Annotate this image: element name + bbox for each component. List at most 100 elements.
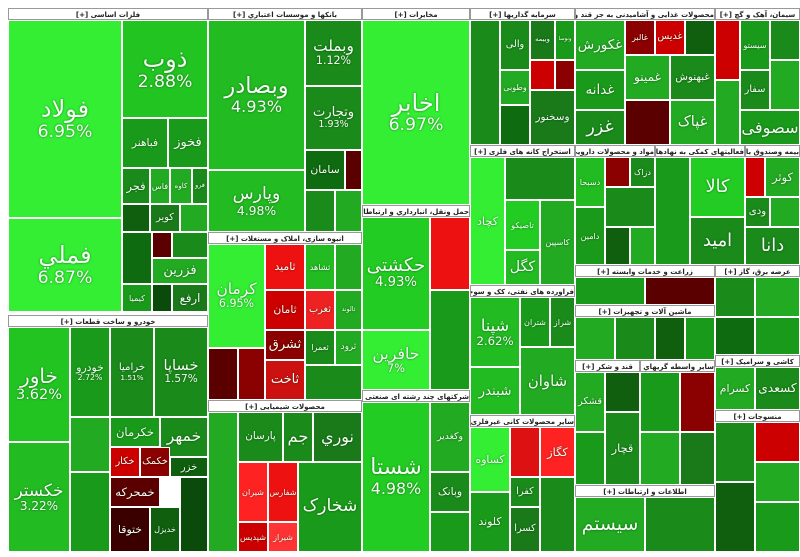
tile[interactable]	[745, 157, 765, 197]
tile[interactable]	[510, 427, 540, 477]
sector-title[interactable]: اطلاعات و ارتباطات [+]	[575, 485, 715, 497]
sector-title[interactable]: منسوجات [+]	[715, 410, 800, 422]
tile[interactable]	[680, 432, 715, 485]
tile[interactable]: کویر	[150, 204, 180, 232]
tile[interactable]	[430, 217, 470, 290]
tile[interactable]: شپنا 2.62%	[470, 297, 520, 367]
tile[interactable]	[615, 317, 655, 360]
sector-title[interactable]: محصولات غذایی و آشامیدنی به جز قند و شکر…	[575, 8, 715, 20]
tile[interactable]: سیستو	[740, 20, 770, 70]
tile[interactable]	[152, 284, 172, 312]
tile[interactable]	[715, 80, 740, 145]
tile[interactable]	[505, 157, 575, 200]
sector-title[interactable]: زراعت و خدمات وابسته [+]	[575, 265, 715, 277]
sector-title[interactable]: قند و شکر [+]	[575, 360, 640, 372]
tile[interactable]: فملي 6.87%	[8, 218, 122, 312]
sector-title[interactable]: سرمایه گذاریها [+]	[470, 8, 575, 20]
tile[interactable]: وبیمه	[530, 20, 555, 60]
sector-title[interactable]: ماشین آلات و تجهیزات [+]	[575, 305, 715, 317]
tile[interactable]: کسرام	[715, 367, 755, 410]
tile[interactable]: وتجارت 1.93%	[305, 86, 362, 150]
sector-title[interactable]: مخابرات [+]	[362, 8, 470, 20]
sector-title[interactable]: عرضه برق، گاز [+]	[715, 265, 800, 277]
sector-title[interactable]: فراورده های نفتی، کک و سوخت هسته ای [+]	[470, 285, 575, 297]
sector-title[interactable]: سایر محصولات کانی غیرفلزی [+]	[470, 415, 575, 427]
tile[interactable]: ختوقا	[110, 507, 150, 552]
sector-title[interactable]: کاشی و سرامیک [+]	[715, 355, 800, 367]
sector-title[interactable]: حمل ونقل، انبارداري و ارتباطات [+]	[362, 205, 470, 217]
tile[interactable]: خکرمان	[110, 417, 160, 447]
tile[interactable]: ثرود	[335, 330, 362, 365]
tile[interactable]: شفارس	[268, 462, 298, 522]
tile[interactable]	[770, 20, 800, 60]
tile[interactable]: کالا	[690, 157, 745, 217]
sector-title[interactable]: انبوه سازی، املاک و مستغلات [+]	[208, 232, 362, 244]
tile[interactable]: وطوبی	[500, 70, 530, 105]
tile[interactable]: غدانه	[575, 70, 625, 110]
tile[interactable]	[605, 157, 630, 187]
tile[interactable]: ثعمرا	[305, 330, 335, 365]
tile[interactable]: خزر	[170, 457, 208, 477]
tile[interactable]: ذوب 2.88%	[122, 20, 208, 118]
tile[interactable]	[715, 277, 755, 317]
tile[interactable]: وسخنور	[530, 90, 575, 145]
sector-title[interactable]: فعالیتهای کمکی به نهادهای مالی [+]	[655, 145, 745, 157]
tile[interactable]	[172, 232, 208, 258]
tile[interactable]: فباهنر	[122, 118, 168, 168]
tile[interactable]: ثشاهد	[305, 244, 335, 290]
tile[interactable]: کسرا	[510, 507, 540, 552]
tile[interactable]	[640, 372, 680, 432]
tile[interactable]: سیستم	[575, 497, 645, 552]
tile[interactable]	[755, 317, 800, 355]
tile[interactable]: قچار	[605, 412, 640, 485]
tile[interactable]: کفرا	[510, 477, 540, 507]
tile[interactable]: دزاک	[630, 157, 655, 187]
tile[interactable]: فاس	[150, 168, 170, 204]
tile[interactable]: شستا 4.98%	[362, 402, 430, 552]
sector-title[interactable]: ساير واسطه گريهاي مالي [+]	[640, 360, 715, 372]
tile[interactable]: قشکر	[575, 372, 605, 432]
tile[interactable]: نوري	[313, 412, 362, 462]
tile[interactable]	[645, 497, 715, 552]
tile[interactable]: غکورش	[575, 20, 625, 70]
tile[interactable]: خکمک	[140, 447, 170, 477]
tile[interactable]: غزر	[575, 110, 625, 145]
tile[interactable]	[208, 348, 238, 400]
tile[interactable]	[715, 482, 755, 552]
tile[interactable]	[575, 277, 645, 305]
tile[interactable]	[180, 204, 208, 232]
tile[interactable]: تاصیکو	[505, 200, 540, 250]
tile[interactable]	[715, 20, 740, 80]
tile[interactable]: دسبحا	[575, 157, 605, 207]
tile[interactable]	[755, 462, 800, 502]
sector-title[interactable]: مواد و محصولات دارویی [+]	[575, 145, 655, 157]
tile[interactable]: کچاد	[470, 157, 505, 285]
tile[interactable]: خدیزل	[150, 507, 180, 552]
tile[interactable]	[645, 277, 715, 305]
tile[interactable]: کرمان 6.95%	[208, 244, 265, 348]
tile[interactable]: فرو	[192, 168, 208, 204]
tile[interactable]	[335, 244, 362, 290]
tile[interactable]	[238, 348, 265, 400]
tile[interactable]	[305, 190, 335, 232]
tile[interactable]	[152, 232, 172, 258]
tile[interactable]: خساپا 1.57%	[154, 327, 208, 417]
sector-title[interactable]: خودرو و ساخت قطعات [+]	[8, 315, 208, 327]
tile[interactable]	[770, 197, 800, 227]
tile[interactable]: کلوند	[470, 492, 510, 552]
tile[interactable]: شیران	[238, 462, 268, 522]
tile[interactable]: کیمیا	[122, 284, 152, 312]
tile[interactable]: خودرو 2.72%	[70, 327, 110, 417]
tile[interactable]: وپارس 4.98%	[208, 170, 305, 232]
tile[interactable]	[540, 477, 575, 552]
tile[interactable]	[755, 502, 800, 552]
tile[interactable]: خکار	[110, 447, 140, 477]
tile[interactable]: غالبر	[625, 20, 655, 55]
tile[interactable]	[70, 472, 110, 552]
tile[interactable]	[305, 365, 362, 400]
tile[interactable]	[122, 204, 150, 232]
tile[interactable]: سفار	[740, 70, 770, 110]
tile[interactable]: خراميا 1.51%	[110, 327, 154, 417]
tile[interactable]: کگل	[505, 250, 540, 285]
tile[interactable]: ثاخت	[265, 360, 305, 400]
